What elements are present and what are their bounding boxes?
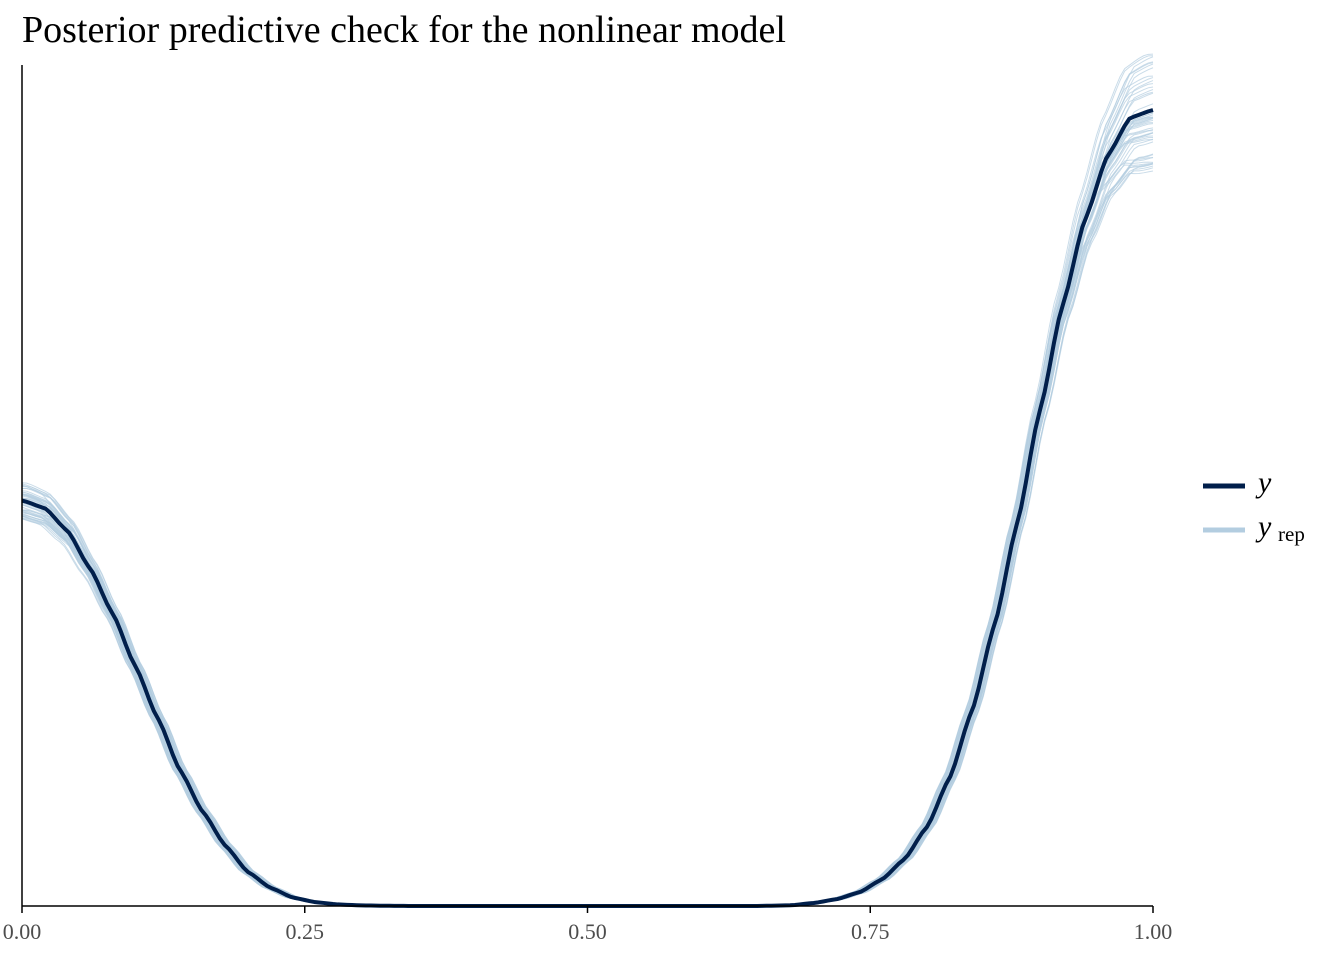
x-tick-label-3: 0.75 — [851, 919, 890, 944]
chart-title: Posterior predictive check for the nonli… — [22, 9, 786, 51]
legend-label-yrep-subscript: rep — [1278, 522, 1305, 546]
x-axis-ticks: 0.00 0.25 0.50 0.75 1.00 — [3, 906, 1173, 944]
legend: y y rep — [1203, 466, 1305, 546]
x-tick-label-1: 0.25 — [286, 919, 325, 944]
legend-label-y: y — [1255, 466, 1272, 499]
x-tick-label-4: 1.00 — [1134, 919, 1173, 944]
x-tick-label-0: 0.00 — [3, 919, 42, 944]
legend-label-yrep: y — [1255, 510, 1272, 543]
x-tick-label-2: 0.50 — [568, 919, 607, 944]
y-rep-draw-49 — [21, 92, 1154, 907]
y-rep-lines — [21, 53, 1154, 907]
